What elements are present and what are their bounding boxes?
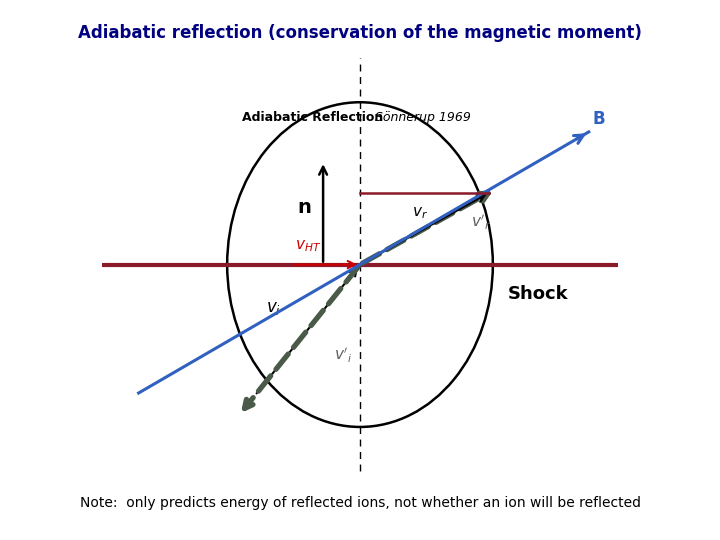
Text: Adiabatic reflection (conservation of the magnetic moment): Adiabatic reflection (conservation of th…: [78, 24, 642, 42]
Text: $v'_r$: $v'_r$: [471, 213, 491, 232]
Text: $v'_i$: $v'_i$: [334, 346, 352, 365]
Text: Adiabatic Reflection: Adiabatic Reflection: [242, 111, 383, 124]
Text: $v_r$: $v_r$: [412, 206, 428, 221]
Text: $v_{HT}$: $v_{HT}$: [295, 238, 322, 254]
Text: n: n: [297, 198, 311, 217]
Text: B: B: [593, 110, 605, 128]
Text: $v_i$: $v_i$: [266, 300, 281, 318]
Text: Note:  only predicts energy of reflected ions, not whether an ion will be reflec: Note: only predicts energy of reflected …: [79, 496, 641, 510]
Text: Shock: Shock: [508, 285, 568, 303]
Text: Sönnerup 1969: Sönnerup 1969: [374, 111, 471, 124]
